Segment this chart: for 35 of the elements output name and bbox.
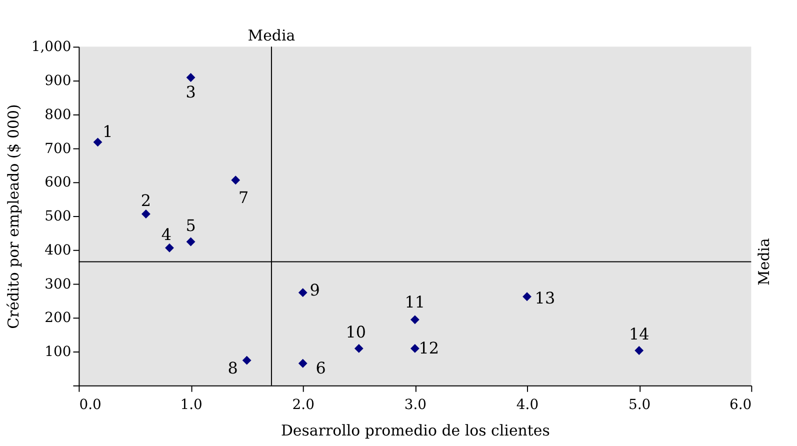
annotation: 2 [140,191,152,210]
y-tick-label: 500 [44,208,72,225]
annotation: 5 [186,216,196,235]
x-tick-label: 6.0 [730,396,752,413]
annotation: 10 [346,322,366,342]
y-tick-label: 200 [44,310,72,326]
ref-line-label: Media [248,26,296,45]
annotation: 12 [418,338,440,358]
annotation: 9 [310,280,320,300]
y-tick-label: 700 [44,140,72,157]
ref-line-label: Media [755,238,774,286]
annotation: 4 [161,224,172,244]
annotation: 6 [316,358,326,378]
annotation: 7 [238,188,249,208]
annotation: 14 [628,324,650,344]
y-axis-title: Crédito por empleado ($ 000) [4,104,22,329]
annotation: 1 [102,122,113,142]
x-tick-label: 1.0 [180,396,202,413]
x-tick-label: 2.0 [292,396,314,413]
y-tick-label: 800 [44,106,72,123]
x-tick-label: 4.0 [516,396,539,413]
y-tick-label: 100 [44,344,72,360]
x-axis-title: Desarrollo promedio de los clientes [280,422,550,440]
annotation: 13 [534,288,556,308]
annotation: 8 [228,358,238,378]
annotation: 11 [404,292,426,312]
y-tick-label: 400 [44,242,72,258]
y-tick-label: 1,000 [31,39,72,56]
x-tick-label: 3.0 [404,396,427,413]
y-tick-label: 900 [44,73,72,90]
annotation: 3 [186,82,196,102]
y-tick-label: 600 [44,174,72,191]
y-tick-label: 300 [44,276,72,292]
x-tick-label: 5.0 [628,396,651,413]
x-tick-label: 0.0 [79,396,102,413]
